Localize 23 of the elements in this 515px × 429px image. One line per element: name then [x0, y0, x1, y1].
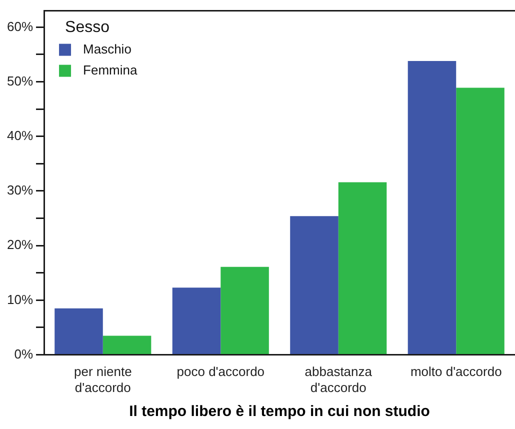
- legend-title: Sesso: [65, 19, 110, 36]
- y-tick-label: 60%: [6, 18, 34, 34]
- y-tick-label: 0%: [14, 346, 34, 362]
- legend-label: Maschio: [83, 41, 132, 56]
- bar: [338, 182, 387, 354]
- y-tick-label: 50%: [6, 73, 34, 88]
- bar: [290, 216, 338, 354]
- legend-label: Femmina: [83, 62, 138, 78]
- bar: [54, 308, 103, 354]
- y-tick-label: 30%: [6, 182, 34, 198]
- y-tick-label: 10%: [6, 292, 34, 307]
- x-tick-label: poco d'accordo: [176, 364, 265, 380]
- y-tick-label: 20%: [6, 237, 34, 252]
- bar: [408, 61, 456, 354]
- x-tick-label: molto d'accordo: [410, 364, 502, 380]
- bar: [102, 336, 152, 354]
- x-tick-label: per niente d'accordo: [74, 364, 132, 395]
- x-tick-label: abbastanza d'accordo: [304, 364, 373, 395]
- y-tick-label: 40%: [6, 128, 34, 143]
- bar: [456, 88, 504, 354]
- bar: [220, 266, 269, 354]
- x-axis-title: Il tempo libero è il tempo in cui non studio: [129, 403, 430, 420]
- bar: [172, 288, 221, 354]
